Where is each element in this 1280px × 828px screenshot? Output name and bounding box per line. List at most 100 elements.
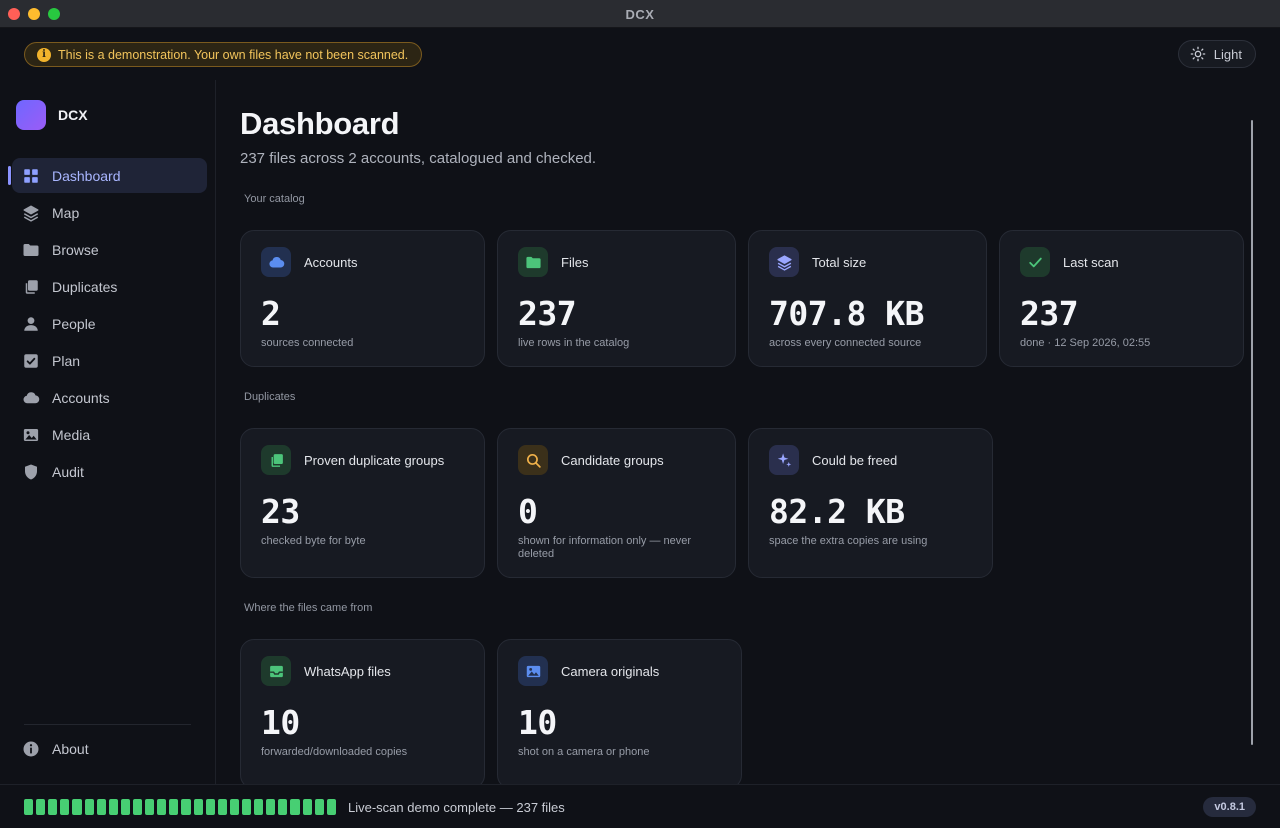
- progress-segment: [278, 799, 288, 815]
- progress-segment: [302, 799, 312, 815]
- stat-card-accounts[interactable]: Accounts 2 sources connected: [240, 230, 485, 367]
- sidebar-item-label: Dashboard: [52, 167, 121, 184]
- sidebar-item-label: Media: [52, 426, 91, 443]
- status-text: Live-scan demo complete — 237 files: [348, 800, 565, 815]
- card-value: 237: [1020, 294, 1079, 333]
- shield-icon: [25, 464, 37, 479]
- window-minimize-button[interactable]: [28, 8, 40, 20]
- progress-segment: [36, 799, 46, 815]
- progress-segment: [145, 799, 155, 815]
- scrollbar[interactable]: [1251, 120, 1253, 745]
- sidebar: DCX Dashboard Map Browse Duplicates Peop…: [0, 80, 216, 784]
- progress-segment: [181, 799, 191, 815]
- sidebar-item-people[interactable]: People: [12, 306, 207, 341]
- sun-icon: [1190, 46, 1206, 62]
- sidebar-item-accounts[interactable]: Accounts: [12, 380, 207, 415]
- sidebar-item-duplicates[interactable]: Duplicates: [12, 269, 207, 304]
- copy-icon: [271, 453, 283, 467]
- sidebar-item-label: Browse: [52, 241, 99, 258]
- progress-segment: [241, 799, 252, 815]
- card-note: sources connected: [261, 337, 354, 349]
- sidebar-item-label: People: [52, 315, 96, 332]
- sidebar-item-media[interactable]: Media: [12, 417, 207, 452]
- grid-icon: [24, 168, 38, 183]
- card-note: shown for information only — never delet…: [518, 535, 692, 560]
- sidebar-item-plan[interactable]: Plan: [12, 343, 207, 378]
- window-close-button[interactable]: [8, 8, 20, 20]
- page-subtitle: 237 files across 2 accounts, catalogued …: [240, 150, 597, 167]
- sidebar-item-label: Plan: [52, 352, 81, 369]
- card-note: forwarded/downloaded copies: [261, 746, 408, 758]
- card-label: Files: [561, 254, 589, 270]
- progress-segment: [205, 799, 215, 815]
- window-maximize-button[interactable]: [48, 8, 60, 20]
- progress-segment: [229, 799, 239, 815]
- sidebar-item-audit[interactable]: Audit: [12, 454, 207, 489]
- image-icon: [23, 428, 39, 441]
- section-label-sources: Where the files came from: [244, 602, 373, 614]
- card-value: 10: [518, 703, 557, 742]
- window-titlebar: DCX: [0, 0, 1280, 28]
- sidebar-item-browse[interactable]: Browse: [12, 232, 207, 267]
- copy-icon: [25, 279, 38, 294]
- stat-card-whatsapp-files[interactable]: WhatsApp files 10 forwarded/downloaded c…: [240, 639, 485, 784]
- card-value: 237: [518, 294, 577, 333]
- sidebar-item-label: Map: [52, 204, 80, 221]
- stat-card-could-be-freed[interactable]: Could be freed 82.2 KB space the extra c…: [748, 428, 993, 578]
- layers-icon: [23, 205, 39, 222]
- progress-segment: [326, 799, 336, 815]
- inbox-icon: [269, 665, 283, 677]
- section-label-catalog: Your catalog: [244, 193, 305, 205]
- card-value: 10: [261, 703, 300, 742]
- brand[interactable]: DCX: [16, 100, 88, 130]
- cloud-icon: [268, 256, 284, 267]
- scan-progress-bar: [24, 799, 336, 815]
- sidebar-divider: [24, 724, 191, 725]
- stat-card-last-scan[interactable]: Last scan 237 done · 12 Sep 2026, 02:55: [999, 230, 1244, 367]
- sidebar-item-dashboard[interactable]: Dashboard: [8, 158, 207, 193]
- progress-segment: [84, 799, 94, 815]
- card-label: Candidate groups: [561, 452, 664, 468]
- top-bar: i This is a demonstration. Your own file…: [0, 28, 1280, 80]
- theme-toggle-button[interactable]: Light: [1177, 40, 1256, 68]
- about-label: About: [52, 741, 89, 757]
- sidebar-item-label: Duplicates: [52, 278, 118, 295]
- progress-segment: [157, 799, 167, 815]
- stat-card-files[interactable]: Files 237 live rows in the catalog: [497, 230, 736, 367]
- progress-segment: [60, 799, 70, 815]
- about-link[interactable]: About: [22, 740, 89, 758]
- card-note: space the extra copies are using: [769, 535, 928, 547]
- card-label: Proven duplicate groups: [304, 452, 445, 468]
- stat-card-total-size[interactable]: Total size 707.8 KB across every connect…: [748, 230, 987, 367]
- check-icon: [1028, 257, 1042, 267]
- version-badge: v0.8.1: [1203, 797, 1256, 817]
- cloud-icon: [23, 391, 40, 403]
- demo-notice-text: This is a demonstration. Your own files …: [58, 47, 409, 62]
- stat-card-proven-duplicates[interactable]: Proven duplicate groups 23 checked byte …: [240, 428, 485, 578]
- stat-card-camera-originals[interactable]: Camera originals 10 shot on a camera or …: [497, 639, 742, 784]
- theme-toggle-label: Light: [1213, 46, 1242, 62]
- progress-segment: [254, 799, 264, 815]
- demo-notice-banner: i This is a demonstration. Your own file…: [24, 42, 423, 67]
- brand-logo: [16, 100, 46, 130]
- info-icon: i: [37, 47, 51, 62]
- progress-segment: [266, 799, 276, 815]
- progress-segment: [48, 799, 58, 815]
- progress-segment: [193, 799, 203, 815]
- card-label: Camera originals: [561, 663, 660, 679]
- folder-icon: [23, 243, 39, 256]
- image-icon: [526, 665, 540, 677]
- progress-segment: [24, 799, 34, 815]
- progress-segment: [72, 799, 82, 815]
- page-title: Dashboard: [240, 106, 400, 141]
- layers-icon: [776, 254, 792, 271]
- status-bar: Live-scan demo complete — 237 files v0.8…: [0, 784, 1280, 828]
- progress-segment: [314, 799, 324, 815]
- sidebar-item-map[interactable]: Map: [12, 195, 207, 230]
- checkbox-icon: [24, 353, 38, 368]
- card-label: WhatsApp files: [304, 663, 391, 679]
- folder-icon: [525, 256, 541, 268]
- search-icon: [526, 453, 541, 468]
- sidebar-nav: Dashboard Map Browse Duplicates People P…: [8, 158, 207, 491]
- stat-card-candidate-groups[interactable]: Candidate groups 0 shown for information…: [497, 428, 736, 578]
